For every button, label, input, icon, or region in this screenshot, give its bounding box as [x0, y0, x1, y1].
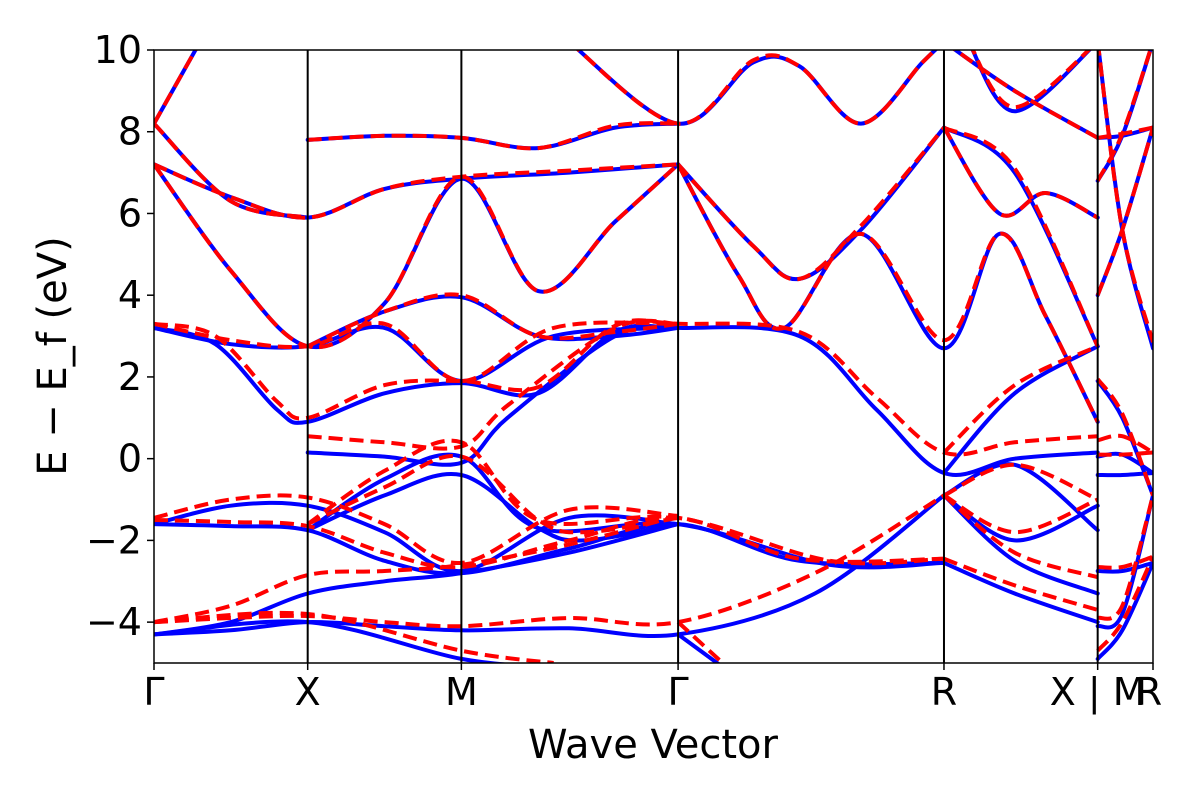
band-line	[154, 324, 681, 384]
x-ticks-group: Γ X M Γ R RX | M	[143, 663, 1162, 715]
band-line	[1095, 50, 1153, 182]
x-tick-label: X	[295, 670, 321, 714]
band-line	[154, 493, 946, 629]
band-line	[942, 493, 1099, 580]
x-tick-label: X | M	[1050, 670, 1146, 715]
band-line	[942, 344, 1099, 454]
band-line	[154, 162, 681, 220]
band-line	[1096, 494, 1153, 621]
plot-frame	[153, 49, 1154, 664]
band-line	[575, 50, 939, 126]
band-line	[154, 323, 1100, 477]
band-line	[575, 50, 939, 126]
band-line	[154, 619, 513, 663]
band-line	[154, 493, 679, 565]
band-line	[306, 438, 945, 566]
band-line	[154, 318, 1098, 457]
band-line	[154, 515, 945, 570]
y-tick-label: 0	[118, 437, 142, 481]
band-line	[1095, 493, 1153, 630]
band-line	[942, 493, 1099, 535]
band-line	[306, 292, 679, 349]
x-tick-label: Γ	[143, 670, 164, 714]
band-line	[307, 121, 679, 151]
band-line	[942, 125, 1100, 348]
band-line	[154, 522, 681, 637]
y-tick-label: 2	[118, 355, 142, 399]
band-line	[154, 50, 198, 125]
band-line	[154, 122, 309, 220]
y-axis-label: E − E_f (eV)	[30, 236, 76, 475]
y-tick-label: −2	[86, 518, 142, 562]
band-line	[676, 125, 946, 282]
band-line	[942, 126, 1099, 220]
y-tick-label: −4	[86, 600, 142, 644]
solid-series	[154, 50, 1153, 663]
y-tick-label: 6	[118, 191, 142, 235]
band-line	[676, 163, 1100, 423]
band-line	[306, 453, 679, 535]
band-line	[307, 318, 679, 451]
band-line	[942, 560, 1100, 625]
band-line	[676, 126, 946, 282]
band-line	[970, 50, 1092, 110]
band-line	[154, 513, 679, 625]
band-line	[676, 632, 721, 663]
band-line	[1096, 377, 1153, 497]
band-line	[1096, 555, 1153, 653]
y-tick-label: 10	[94, 28, 142, 72]
band-line	[1096, 50, 1153, 343]
band-line	[676, 620, 725, 663]
band-line	[154, 610, 554, 663]
x-tick-label: Γ	[668, 670, 689, 714]
band-line	[154, 500, 681, 574]
x-tick-label: R	[1136, 670, 1162, 714]
band-line	[952, 50, 1099, 140]
band-line	[1097, 450, 1153, 457]
band-line	[1095, 560, 1153, 574]
dashed-series	[154, 50, 1153, 663]
band-line	[154, 320, 679, 384]
band-line	[154, 162, 679, 220]
band-line	[154, 493, 946, 639]
band-line	[305, 452, 946, 570]
x-tick-label: M	[445, 670, 478, 714]
band-line	[154, 162, 680, 350]
band-line	[942, 493, 1100, 543]
band-line	[1095, 560, 1153, 661]
band-line	[943, 556, 1099, 612]
bands-group	[154, 50, 1153, 663]
band-line	[154, 162, 681, 350]
band-line	[1096, 50, 1153, 351]
y-tick-label: 8	[118, 110, 142, 154]
x-axis-label: Wave Vector	[528, 722, 779, 768]
band-line	[942, 344, 1100, 475]
y-tick-label: 4	[118, 273, 142, 317]
y-ticks-group: −4 −2 0 2 4 6 8 10	[86, 28, 154, 644]
band-line	[1097, 433, 1153, 455]
x-tick-label: R	[931, 670, 957, 714]
band-line	[1097, 554, 1153, 570]
kpoint-lines-group	[306, 50, 1099, 663]
band-line	[1095, 127, 1153, 296]
band-line	[305, 324, 681, 467]
band-line	[943, 462, 1099, 502]
